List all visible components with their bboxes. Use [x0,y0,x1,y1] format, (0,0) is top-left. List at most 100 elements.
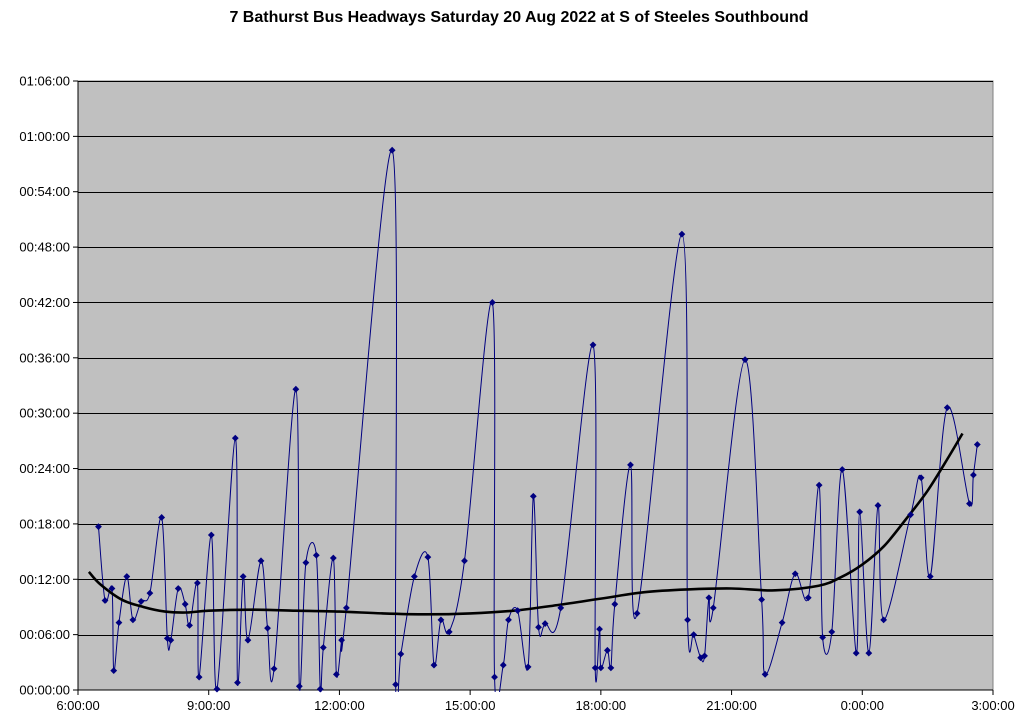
y-tick-label: 00:06:00 [19,627,70,642]
data-point [195,673,203,681]
data-point [926,573,934,580]
data-point [701,652,708,660]
data-point [174,585,182,592]
data-point [499,661,507,669]
data-point [627,461,634,469]
data-point [969,471,977,479]
data-point [110,667,118,675]
trend-line [87,432,964,616]
data-point [343,604,350,612]
data-point [541,620,549,627]
y-tick-label: 00:18:00 [19,516,70,531]
x-tick-label: 9:00:00 [187,698,230,713]
data-point [524,663,532,671]
data-point [633,610,641,617]
data-point [410,573,418,580]
y-tick-label: 00:30:00 [19,406,70,421]
data-point [917,474,925,482]
x-tick-label: 0:00:00 [841,698,884,713]
y-tick-label: 01:06:00 [19,74,70,89]
data-point [292,385,300,393]
data-point [611,600,619,608]
data-point [270,665,278,673]
x-tick-label: 15:00:00 [445,698,496,713]
data-point [973,441,981,448]
data-point [115,619,123,627]
data-point [741,356,749,364]
data-point [505,616,512,624]
data-point [778,619,786,627]
data-point [137,598,145,605]
data-point [705,594,713,602]
data-point [437,616,445,624]
data-point [865,649,873,657]
data-point [461,557,468,565]
data-point [603,646,611,654]
data-point [239,573,247,580]
gridlines [78,81,993,636]
y-tick-label: 00:42:00 [19,295,70,310]
data-point [101,597,109,604]
y-tick-label: 00:00:00 [19,683,70,698]
data-point [108,585,116,592]
y-tick-label: 01:00:00 [19,129,70,144]
data-point [319,644,327,651]
data-point [819,634,827,641]
data-point [257,557,265,565]
data-point [491,673,498,681]
y-tick-label: 00:36:00 [19,350,70,365]
data-point [589,341,597,349]
data-point [146,589,154,597]
data-point [207,531,215,539]
data-point [445,628,453,636]
headway-series-line [97,149,978,692]
data-point [852,649,860,657]
data-point [234,679,241,687]
data-point [129,616,137,624]
x-tick-label: 21:00:00 [706,698,757,713]
y-tick-label: 00:12:00 [19,572,70,587]
chart-title: 7 Bathurst Bus Headways Saturday 20 Aug … [229,9,808,26]
data-point [397,650,405,658]
data-point [392,681,400,688]
data-point [388,146,396,154]
data-point [312,551,320,559]
data-point [295,682,303,690]
data-point [488,299,496,306]
data-point [158,514,166,521]
x-tick-label: 6:00:00 [56,698,99,713]
data-point [302,559,310,567]
data-point [424,553,432,561]
data-point [123,573,131,580]
x-tick-label: 3:00:00 [971,698,1014,713]
x-tick-label: 12:00:00 [314,698,365,713]
data-point [316,685,324,693]
y-tick-label: 00:24:00 [19,461,70,476]
data-point [684,616,691,624]
data-point [856,508,864,516]
data-point [264,624,271,632]
data-point [231,434,239,442]
data-point [329,554,337,562]
data-point [880,616,888,624]
data-point [597,664,605,672]
axes: 00:00:00 00:06:00 00:12:00 00:18:00 00:24:00… [19,74,1014,714]
data-point [514,607,522,615]
data-point [709,604,717,612]
data-point [557,604,565,612]
data-point [607,664,615,672]
data-point [815,481,823,489]
data-point [838,466,846,473]
data-point [430,661,438,669]
x-tick-label: 18:00:00 [576,698,627,713]
data-point [244,636,252,644]
data-point [181,600,189,608]
data-point [332,670,340,678]
data-point [213,685,221,693]
data-point [791,570,799,578]
data-point [535,623,542,631]
data-point [907,511,915,519]
data-point [874,502,882,509]
data-point [690,631,698,639]
